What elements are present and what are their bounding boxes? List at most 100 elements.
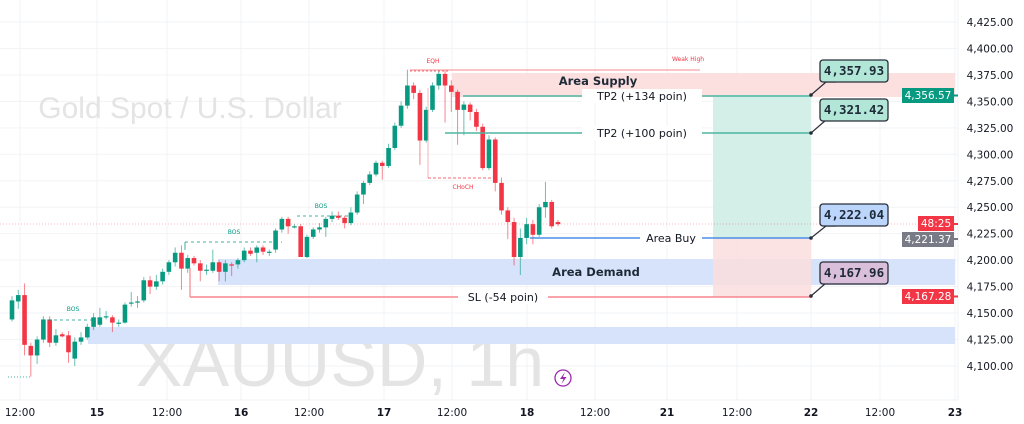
svg-text:4,221.37: 4,221.37 [905, 234, 952, 246]
candle-down [336, 211, 341, 220]
price-tick-label: 4,250.00 [967, 202, 1014, 214]
time-axis-labels: 12:00 15 12:00 16 12:00 17 12:00 18 12:00 21 12:00… [5, 407, 962, 419]
candle-down [285, 216, 291, 234]
callout-tp100[interactable]: 4,321.42 [809, 98, 889, 135]
price-tick-label: 4,350.00 [967, 96, 1014, 108]
candle-body [78, 337, 84, 342]
candle-down [342, 215, 347, 229]
candle-down [28, 342, 34, 377]
stop-loss-zone[interactable] [713, 238, 811, 297]
candle-up [398, 101, 404, 128]
candle-up [135, 296, 140, 308]
candle-down [66, 331, 71, 363]
candle-up [254, 245, 260, 263]
candle-down [22, 283, 27, 356]
callout-entry[interactable]: 4,222.04 [809, 203, 889, 240]
candle-down [47, 316, 52, 347]
sl-label-bg [458, 290, 548, 304]
candle-body [392, 125, 398, 148]
callout-tp134-text: 4,357.93 [824, 63, 884, 78]
candle-body [505, 210, 511, 223]
candle-down [298, 224, 303, 257]
candle-up [323, 216, 329, 237]
bos-label-3: BOS [315, 203, 328, 210]
candle-body [267, 251, 272, 253]
candle-up [292, 224, 297, 229]
candle-body [361, 182, 366, 195]
candle-body [122, 304, 128, 323]
price-tick-label: 4,225.00 [967, 229, 1014, 241]
callout-sl[interactable]: 4,167.96 [809, 261, 889, 298]
candle-down [499, 177, 504, 215]
candle-up [122, 302, 128, 324]
candle-body [310, 229, 316, 237]
candle-up [128, 291, 134, 307]
candle-body [223, 263, 228, 272]
candle-body [28, 345, 34, 356]
candle-up [91, 313, 96, 331]
price-tick-label: 4,150.00 [967, 308, 1014, 320]
candle-down [530, 219, 536, 245]
candle-down [59, 332, 65, 338]
candle-body [110, 317, 115, 323]
candle-up [405, 69, 410, 109]
candle-up [386, 143, 391, 169]
time-tick-label: 18 [520, 407, 535, 419]
callout-tp134[interactable]: 4,357.93 [809, 59, 889, 97]
candle-body [386, 147, 391, 166]
candle-body [555, 222, 561, 225]
candle-body [511, 222, 517, 257]
candle-up [34, 336, 40, 364]
candle-body [336, 215, 341, 218]
lightning-icon[interactable] [554, 369, 572, 387]
candle-down [474, 108, 479, 132]
candle-body [179, 252, 184, 269]
candle-up [72, 337, 78, 367]
candle-body [172, 252, 178, 263]
candle-up [166, 260, 172, 275]
candle-body [480, 126, 485, 169]
candle-body [323, 218, 329, 228]
candle-up [172, 247, 178, 267]
svg-text:48:25: 48:25 [921, 218, 951, 230]
candle-up [279, 216, 285, 233]
price-tick-label: 4,100.00 [967, 361, 1014, 373]
candle-down [442, 70, 448, 123]
candle-body [405, 85, 410, 106]
candle-up [241, 247, 247, 263]
candle-body [518, 237, 523, 257]
candle-up [361, 180, 366, 205]
candle-body [85, 326, 90, 338]
candle-up [160, 268, 165, 285]
candle-body [135, 301, 140, 303]
take-profit-zone[interactable] [713, 95, 811, 238]
candle-body [367, 174, 373, 183]
candle-body [191, 258, 197, 264]
candle-body [229, 264, 234, 266]
time-tick-label: 12:00 [722, 407, 752, 419]
candle-up [423, 106, 429, 143]
stop-price-badge: 4,167.28 [902, 289, 958, 304]
candle-body [317, 227, 322, 230]
candle-up [461, 101, 467, 136]
candle-down [492, 137, 498, 192]
time-tick-label: 16 [234, 407, 249, 419]
candle-body [59, 334, 65, 337]
candle-body [160, 271, 165, 282]
candle-down [229, 262, 234, 277]
candle-body [411, 85, 416, 93]
price-axis[interactable] [958, 0, 1024, 400]
candle-up [354, 191, 360, 215]
lower-demand-zone[interactable] [88, 327, 955, 344]
candle-body [197, 263, 203, 271]
candle-up [41, 316, 46, 343]
weak-high-label: Weak High [672, 56, 704, 63]
candle-body [116, 322, 121, 324]
candle-body [436, 73, 442, 86]
candle-body [292, 226, 297, 228]
time-tick-label: 12:00 [294, 407, 324, 419]
candle-up [436, 69, 442, 90]
price-tick-label: 4,175.00 [967, 282, 1014, 294]
candle-up [304, 234, 310, 259]
